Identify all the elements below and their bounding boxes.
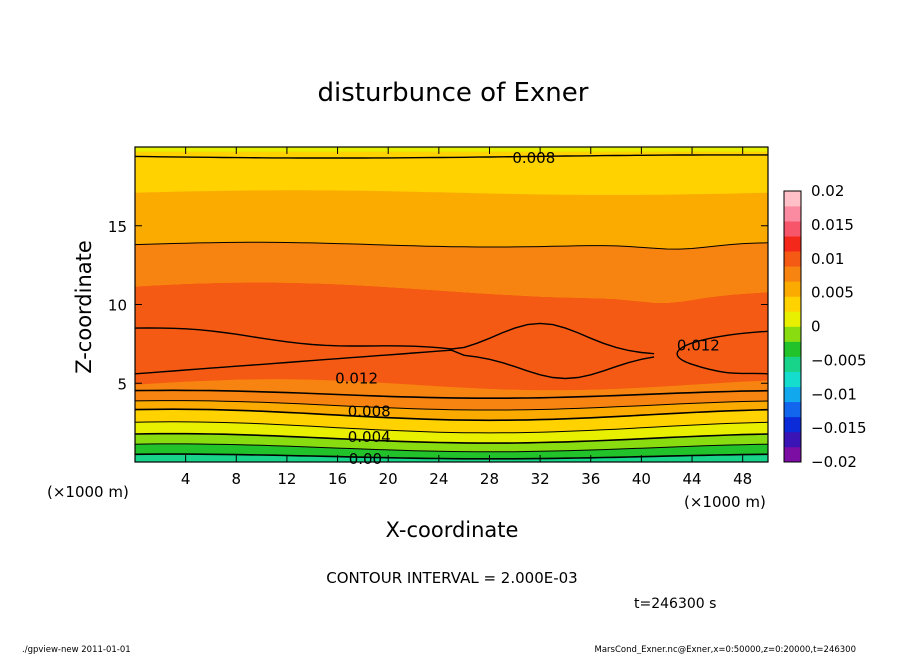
- contour-labels: 0.008 0.012 0.012 0.008 0.004 0.00: [335, 149, 720, 468]
- contour-label-0: 0.008: [512, 149, 555, 167]
- colorbar-swatch-12: [784, 266, 801, 282]
- contour-label-4: 0.004: [348, 428, 391, 446]
- colorbar-tick-label-3: 0.005: [811, 284, 854, 302]
- band-5: [135, 400, 768, 421]
- x-tick-label-8: 36: [581, 470, 600, 488]
- footer-right: MarsCond_Exner.nc@Exner,x=0:50000,z=0:20…: [594, 645, 856, 654]
- y-tick-label-2: 15: [108, 218, 127, 236]
- x-tick-label-9: 40: [632, 470, 651, 488]
- x-tick-label-3: 16: [328, 470, 347, 488]
- contour-line-012-lower: [134, 349, 655, 380]
- colorbar-swatch-10: [784, 296, 801, 312]
- colorbar-swatch-3: [784, 401, 801, 418]
- x-tick-label-10: 44: [682, 470, 701, 488]
- colorbar-swatch-11: [784, 281, 801, 297]
- contour-fill: [135, 147, 768, 462]
- colorbar-tick-label-0: 0.02: [811, 182, 844, 200]
- colorbar-swatch-7: [784, 341, 801, 357]
- band-orange-mid: [135, 242, 768, 303]
- colorbar-frame: [783, 190, 802, 463]
- contour-line-low-6: [134, 389, 769, 399]
- x-tick-label-2: 12: [277, 470, 296, 488]
- x-unit-left: (×1000 m): [47, 483, 129, 501]
- y-tick-label-1: 10: [108, 297, 127, 315]
- colorbar-tick-label-4: 0: [811, 318, 821, 336]
- colorbar-swatch-8: [784, 326, 801, 342]
- x-tick-label-6: 28: [480, 470, 499, 488]
- colorbar-swatch-13: [784, 251, 801, 267]
- band-red-core: [135, 282, 768, 391]
- x-tick-label-1: 8: [232, 470, 242, 488]
- contour-line-low-4: [134, 408, 769, 422]
- x-tick-label-11: 48: [733, 470, 752, 488]
- contour-label-1: 0.012: [677, 336, 720, 354]
- footer-left: ./gpview-new 2011-01-01: [22, 645, 131, 654]
- y-tick-label-0: 5: [117, 375, 127, 393]
- band-yellow-top: [135, 151, 768, 195]
- contour-line-ridge: [134, 241, 769, 250]
- contour-line-low-1: [134, 443, 769, 453]
- band-amber: [135, 190, 768, 250]
- colorbar-swatch-1: [784, 431, 801, 448]
- colorbar-swatch-14: [784, 236, 801, 252]
- contour-label-5: 0.00: [349, 450, 382, 468]
- contour-lines: [134, 154, 769, 460]
- colorbar-swatch-2: [784, 416, 801, 433]
- colorbar-tick-label-2: 0.01: [811, 250, 844, 268]
- colorbar-swatch-0: [784, 446, 801, 463]
- band-3: [135, 421, 768, 444]
- chart-title: disturbunce of Exner: [318, 78, 589, 108]
- contour-line-low-5: [134, 400, 769, 411]
- colorbar-swatch-4: [784, 386, 801, 403]
- x-unit-right: (×1000 m): [684, 493, 766, 511]
- y-axis-label: Z-coordinate: [72, 240, 96, 374]
- y-axis: 5 10 15: [108, 218, 768, 393]
- x-tick-label-5: 24: [429, 470, 448, 488]
- colorbar-swatch-6: [784, 356, 801, 372]
- band-top: [135, 147, 768, 152]
- contour-label-2: 0.012: [335, 370, 378, 388]
- band-6: [135, 390, 768, 410]
- x-tick-label-0: 4: [181, 470, 191, 488]
- colorbar-swatch-9: [784, 311, 801, 327]
- x-axis-label: X-coordinate: [386, 518, 519, 542]
- colorbar-tick-label-5: −0.005: [811, 351, 867, 369]
- band-orange-low: [135, 379, 768, 399]
- contour-label-3: 0.008: [348, 403, 391, 421]
- band-4: [135, 409, 768, 433]
- contour-line-top: [134, 154, 768, 159]
- contour-interval-text: CONTOUR INTERVAL = 2.000E-03: [326, 569, 577, 587]
- colorbar-swatch-15: [784, 221, 801, 237]
- colorbar-tick-label-1: 0.015: [811, 216, 854, 234]
- colorbar-swatch-5: [784, 371, 801, 388]
- x-tick-label-7: 32: [531, 470, 550, 488]
- colorbar-tick-label-8: −0.02: [811, 453, 857, 471]
- colorbar-tick-label-6: −0.01: [811, 385, 857, 403]
- time-text: t=246300 s: [634, 596, 716, 612]
- contour-line-low-3: [134, 421, 769, 434]
- colorbar-swatch-17: [784, 191, 801, 207]
- colorbar-tick-label-7: −0.015: [811, 419, 867, 437]
- colorbar: 0.02 0.015 0.01 0.005 0 −0.005 −0.01 −0.015 −0.0…: [783, 182, 867, 471]
- plot-area: 0.008 0.012 0.012 0.008 0.004 0.00: [134, 146, 769, 468]
- contour-line-low-2: [134, 432, 769, 444]
- contour-line-012-right: [676, 330, 769, 375]
- contour-line-012-upper: [134, 322, 655, 355]
- contour-line-low-0: [134, 453, 769, 460]
- colorbar-swatch-16: [784, 206, 801, 222]
- x-tick-label-4: 20: [379, 470, 398, 488]
- x-axis: 4 8 12 16 20 24 28 32 36 40 44 48: [181, 147, 752, 488]
